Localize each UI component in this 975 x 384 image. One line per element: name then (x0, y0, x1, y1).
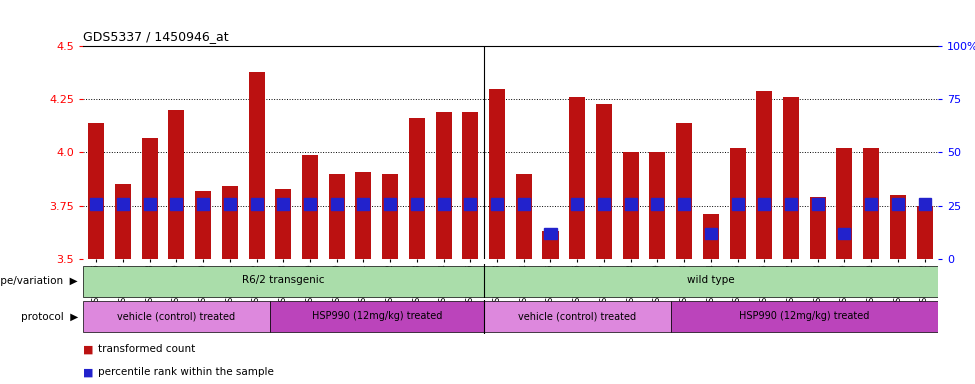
Bar (83, 301, 270, 332)
Bar (598, 198, 610, 210)
Bar (410, 198, 423, 210)
Bar (251, 198, 262, 210)
Bar (169, 110, 184, 259)
Bar (484, 301, 671, 332)
Text: HSP990 (12mg/kg) treated: HSP990 (12mg/kg) treated (739, 311, 870, 321)
Bar (249, 71, 264, 259)
Bar (358, 198, 370, 210)
Bar (83, 266, 484, 296)
Bar (703, 214, 719, 259)
Bar (731, 198, 744, 210)
Bar (671, 301, 938, 332)
Bar (491, 198, 503, 210)
Bar (409, 118, 425, 259)
Bar (331, 198, 343, 210)
Text: percentile rank within the sample: percentile rank within the sample (98, 367, 274, 377)
Bar (651, 198, 663, 210)
Bar (88, 122, 104, 259)
Text: transformed count: transformed count (98, 344, 196, 354)
Bar (195, 191, 212, 259)
Bar (384, 198, 396, 210)
Bar (812, 198, 824, 210)
Bar (625, 198, 637, 210)
Bar (759, 198, 770, 210)
Bar (916, 206, 933, 259)
Text: wild type: wild type (687, 275, 734, 285)
Bar (544, 228, 557, 240)
Bar (91, 198, 102, 210)
Bar (436, 112, 451, 259)
Bar (518, 198, 529, 210)
Text: genotype/variation  ▶: genotype/variation ▶ (0, 276, 78, 286)
Bar (197, 198, 209, 210)
Text: ■: ■ (83, 367, 94, 377)
Bar (571, 198, 583, 210)
Bar (115, 184, 131, 259)
Bar (438, 198, 449, 210)
Bar (757, 91, 772, 259)
Bar (270, 301, 484, 332)
Bar (809, 197, 826, 259)
Bar (277, 198, 290, 210)
Bar (596, 104, 612, 259)
Text: GDS5337 / 1450946_at: GDS5337 / 1450946_at (83, 30, 228, 43)
Text: protocol  ▶: protocol ▶ (20, 312, 78, 322)
Bar (542, 231, 559, 259)
Bar (141, 137, 158, 259)
Bar (302, 155, 318, 259)
Bar (329, 174, 345, 259)
Bar (171, 198, 182, 210)
Bar (863, 148, 879, 259)
Bar (783, 97, 799, 259)
Bar (729, 148, 746, 259)
Bar (489, 89, 505, 259)
Bar (569, 97, 585, 259)
Bar (623, 152, 639, 259)
Text: ■: ■ (83, 344, 94, 354)
Bar (464, 198, 477, 210)
Bar (143, 198, 156, 210)
Bar (304, 198, 316, 210)
Text: R6/2 transgenic: R6/2 transgenic (242, 275, 325, 285)
Text: HSP990 (12mg/kg) treated: HSP990 (12mg/kg) treated (312, 311, 442, 321)
Bar (484, 266, 938, 296)
Bar (117, 198, 129, 210)
Bar (785, 198, 797, 210)
Bar (837, 148, 852, 259)
Bar (224, 198, 236, 210)
Bar (865, 198, 878, 210)
Bar (462, 112, 479, 259)
Bar (382, 174, 398, 259)
Bar (516, 174, 531, 259)
Text: vehicle (control) treated: vehicle (control) treated (117, 311, 235, 321)
Bar (356, 172, 371, 259)
Bar (678, 198, 690, 210)
Bar (275, 189, 292, 259)
Bar (705, 228, 717, 240)
Bar (222, 187, 238, 259)
Bar (918, 198, 930, 210)
Bar (676, 122, 692, 259)
Bar (649, 152, 665, 259)
Text: vehicle (control) treated: vehicle (control) treated (518, 311, 637, 321)
Bar (892, 198, 904, 210)
Bar (890, 195, 906, 259)
Bar (838, 228, 850, 240)
